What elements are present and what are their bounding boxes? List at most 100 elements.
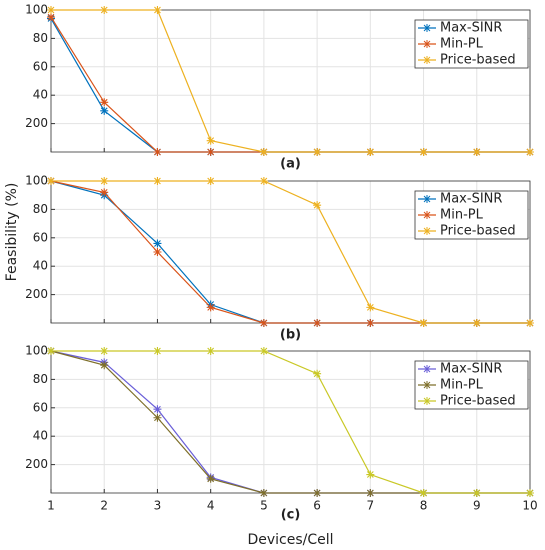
legend-label: Min-PL <box>440 37 484 52</box>
marker <box>153 239 162 248</box>
marker <box>472 148 481 156</box>
marker <box>366 303 375 312</box>
marker <box>100 177 109 185</box>
x-tick-label: 2 <box>100 499 108 513</box>
x-tick-label: 5 <box>260 499 268 513</box>
x-tick-label: 4 <box>207 499 215 513</box>
marker <box>206 347 215 355</box>
y-tick-label: 80 <box>33 202 48 216</box>
y-tick-label: 40 <box>33 88 48 102</box>
marker <box>100 361 109 370</box>
marker <box>47 177 55 185</box>
series-line <box>51 180 530 324</box>
marker <box>100 106 109 115</box>
marker <box>47 13 55 22</box>
marker <box>153 177 162 185</box>
marker <box>419 319 428 327</box>
x-tick-label: 1 <box>47 499 55 513</box>
marker <box>313 369 322 378</box>
marker <box>206 136 215 145</box>
y-tick-label: 100 <box>25 344 48 358</box>
marker <box>206 177 215 185</box>
x-tick-label: 8 <box>420 499 428 513</box>
series-line <box>51 350 530 494</box>
marker <box>100 188 109 197</box>
marker <box>313 148 322 156</box>
marker <box>419 148 428 156</box>
series-line <box>51 9 530 153</box>
marker <box>313 201 322 210</box>
marker <box>526 148 534 156</box>
marker <box>153 405 162 414</box>
legend-marker <box>423 365 431 373</box>
x-axis-label: Devices/Cell <box>247 532 333 548</box>
marker <box>472 489 481 497</box>
subplot-label: (b) <box>280 328 301 343</box>
y-axis-label: Feasibility (%) <box>4 183 20 282</box>
marker <box>259 177 268 185</box>
x-tick-label: 7 <box>367 499 375 513</box>
marker <box>153 413 162 422</box>
y-tick-label: 60 <box>33 230 48 244</box>
y-tick-label: 200 <box>25 116 48 130</box>
legend-label: Max-SINR <box>440 192 502 207</box>
legend-marker <box>423 381 431 389</box>
y-tick-label: 80 <box>33 31 48 45</box>
marker <box>47 6 55 14</box>
legend-label: Price-based <box>440 394 516 409</box>
x-tick-label: 6 <box>313 499 321 513</box>
marker <box>206 148 215 156</box>
legend-marker <box>423 227 431 235</box>
marker <box>526 489 534 497</box>
marker <box>366 148 375 156</box>
subplot-label: (a) <box>280 157 301 172</box>
marker <box>153 347 162 355</box>
y-tick-label: 60 <box>33 400 48 414</box>
y-tick-label: 40 <box>33 259 48 273</box>
y-tick-label: 200 <box>25 287 48 301</box>
marker <box>259 148 268 156</box>
marker <box>366 470 375 479</box>
marker <box>100 98 109 107</box>
marker <box>153 148 162 156</box>
legend-label: Price-based <box>440 224 516 239</box>
y-tick-label: 100 <box>25 174 48 188</box>
marker <box>472 319 481 327</box>
legend-label: Max-SINR <box>440 362 502 377</box>
marker <box>206 474 215 483</box>
legend-label: Min-PL <box>440 208 484 223</box>
marker <box>47 347 55 355</box>
y-tick-label: 200 <box>25 457 48 471</box>
marker <box>259 319 268 327</box>
marker <box>259 489 268 497</box>
y-tick-label: 60 <box>33 59 48 73</box>
y-tick-label: 40 <box>33 429 48 443</box>
y-tick-label: 100 <box>25 3 48 17</box>
marker <box>419 489 428 497</box>
marker <box>526 319 534 327</box>
legend-marker <box>423 56 431 64</box>
subplot-label: (c) <box>281 508 301 523</box>
y-tick-label: 80 <box>33 372 48 386</box>
legend-marker <box>423 397 431 405</box>
legend-marker <box>423 211 431 219</box>
x-tick-label: 3 <box>154 499 162 513</box>
x-tick-label: 10 <box>522 499 537 513</box>
marker <box>153 248 162 256</box>
legend-label: Max-SINR <box>440 21 502 36</box>
marker <box>313 489 322 497</box>
marker <box>313 319 322 327</box>
legend-label: Min-PL <box>440 378 484 393</box>
marker <box>366 489 375 497</box>
marker <box>206 303 215 312</box>
legend-label: Price-based <box>440 53 516 68</box>
legend-marker <box>423 24 431 32</box>
legend-marker <box>423 195 431 203</box>
marker <box>259 347 268 355</box>
legend-marker <box>423 40 431 48</box>
marker <box>366 319 375 327</box>
